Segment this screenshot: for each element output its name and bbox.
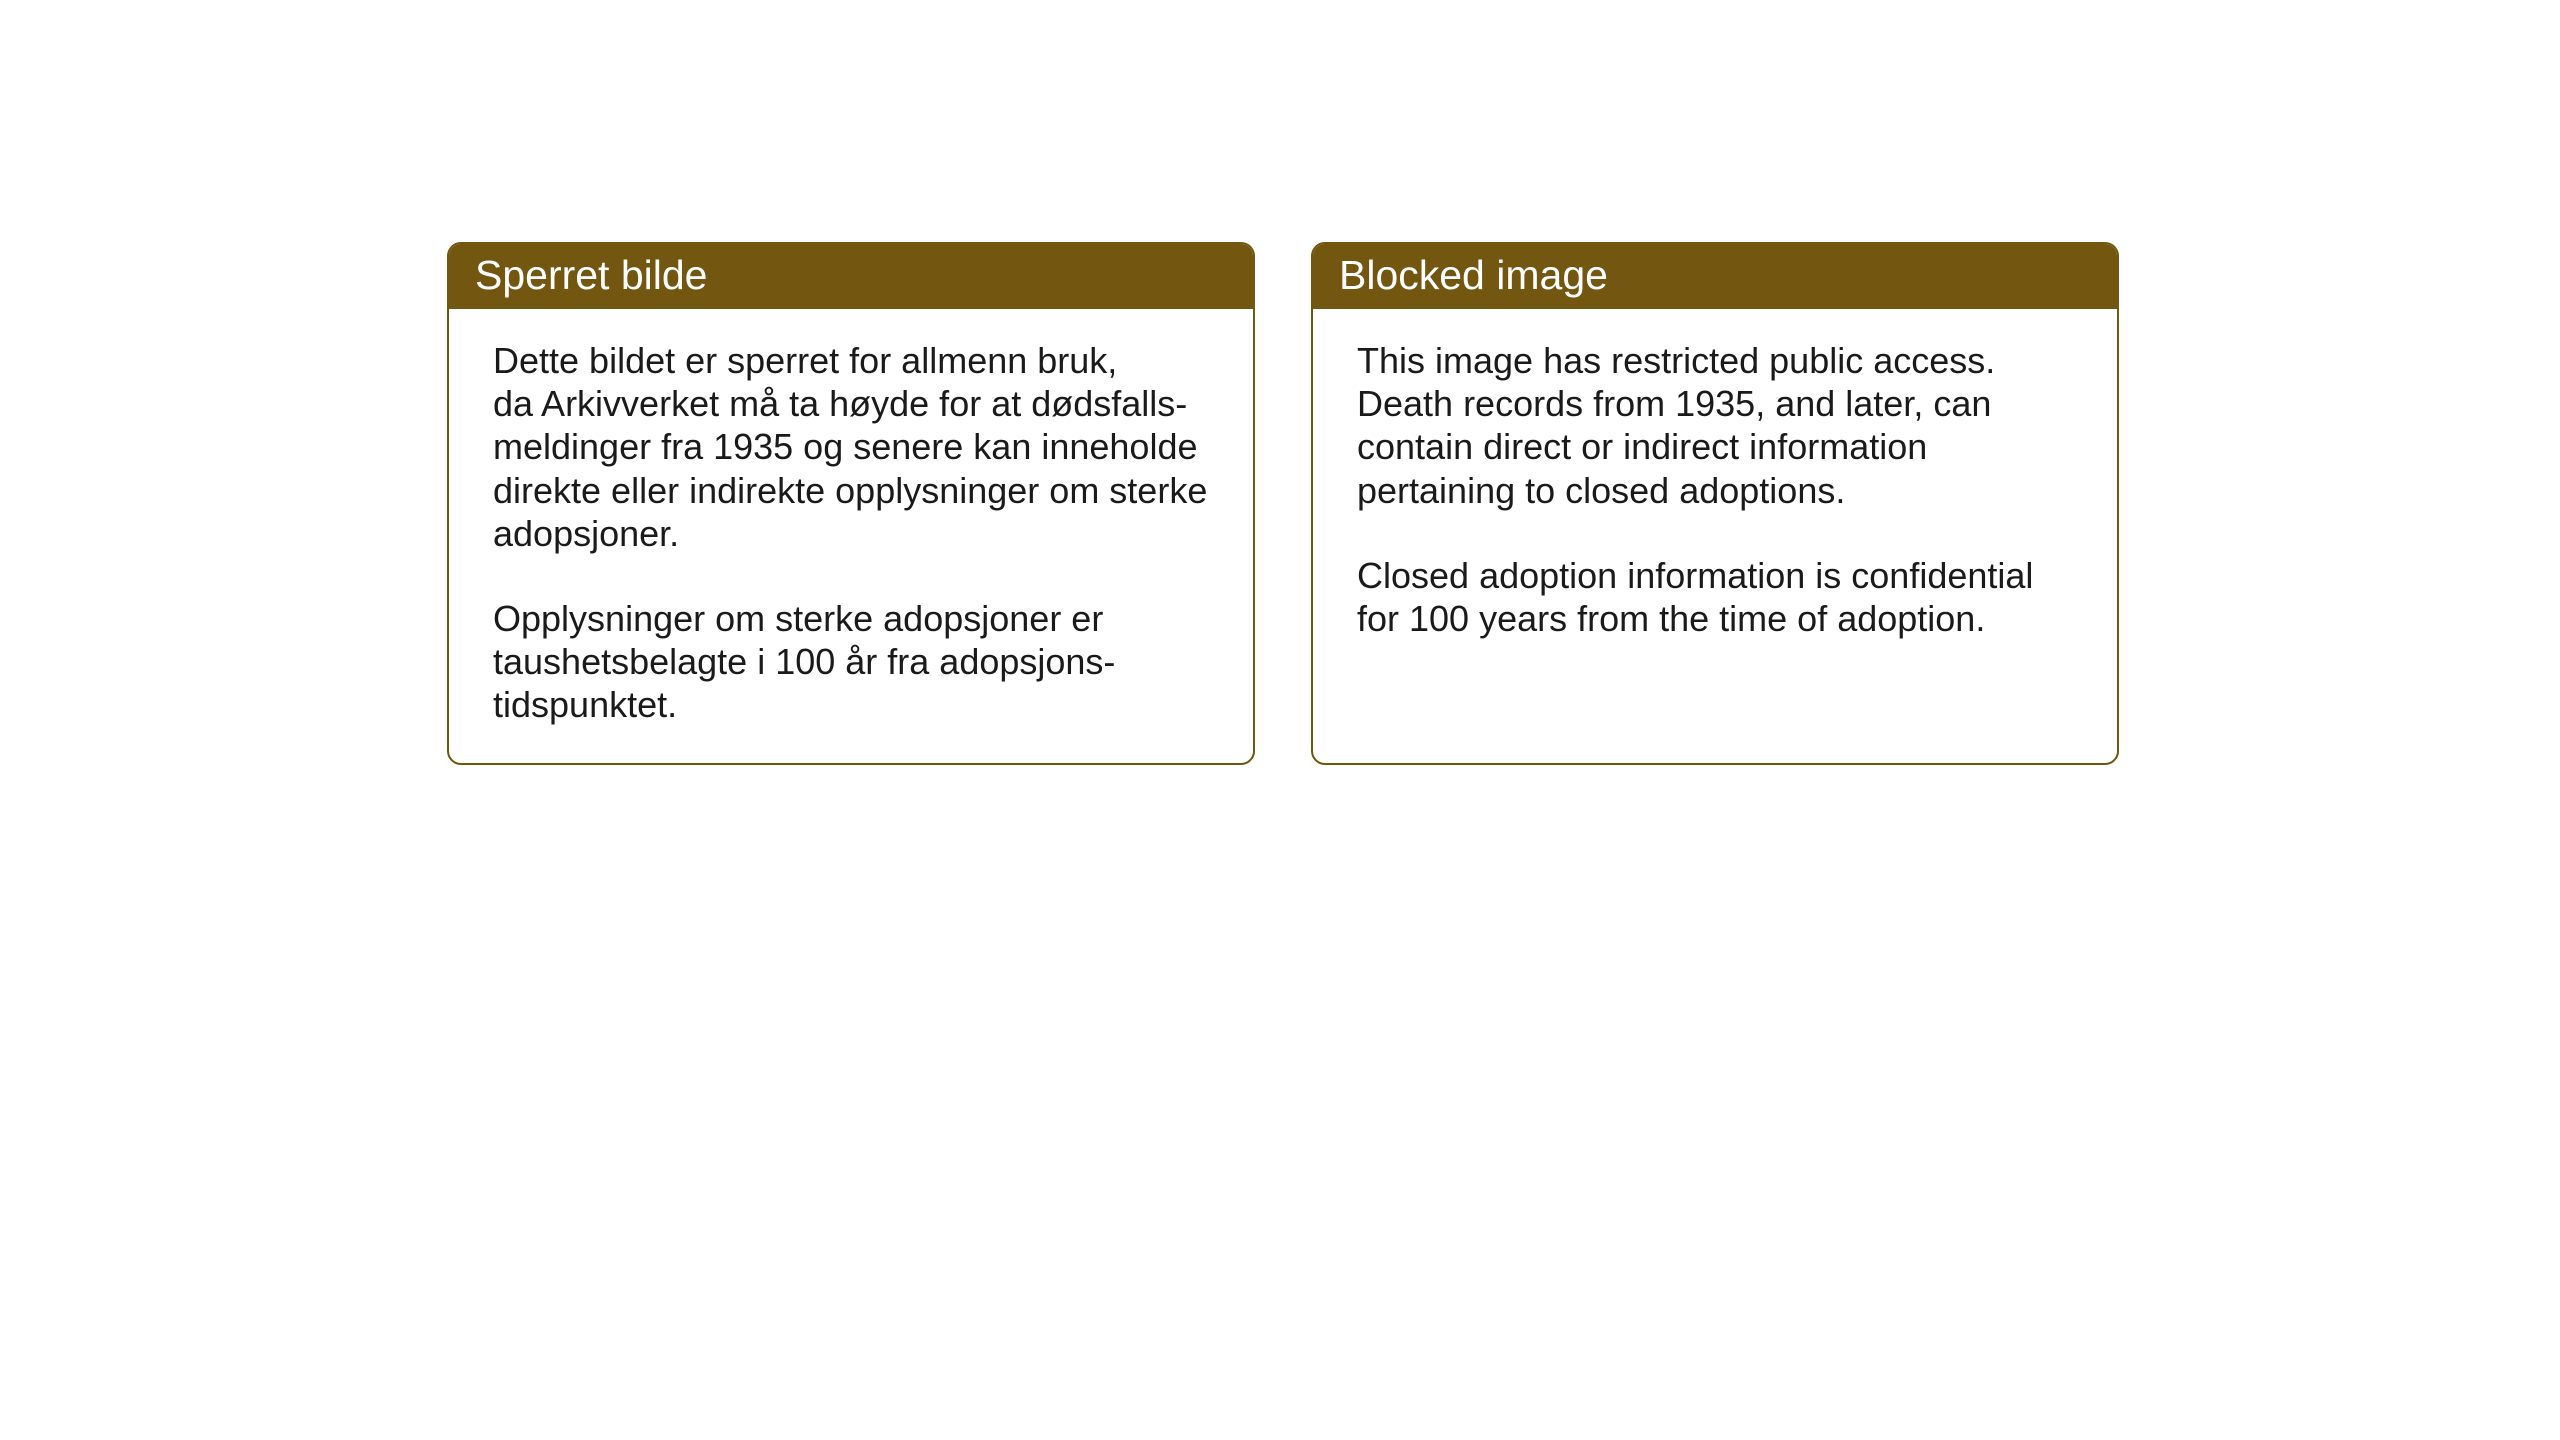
- notice-paragraph-2-english: Closed adoption information is confident…: [1357, 554, 2073, 640]
- notice-header-english: Blocked image: [1313, 244, 2117, 309]
- notice-card-norwegian: Sperret bilde Dette bildet er sperret fo…: [447, 242, 1255, 765]
- notice-container: Sperret bilde Dette bildet er sperret fo…: [447, 242, 2119, 765]
- notice-body-norwegian: Dette bildet er sperret for allmenn bruk…: [449, 309, 1253, 763]
- notice-card-english: Blocked image This image has restricted …: [1311, 242, 2119, 765]
- notice-paragraph-2-norwegian: Opplysninger om sterke adopsjoner er tau…: [493, 597, 1209, 727]
- notice-body-english: This image has restricted public access.…: [1313, 309, 2117, 745]
- notice-paragraph-1-norwegian: Dette bildet er sperret for allmenn bruk…: [493, 339, 1209, 555]
- notice-header-norwegian: Sperret bilde: [449, 244, 1253, 309]
- notice-paragraph-1-english: This image has restricted public access.…: [1357, 339, 2073, 512]
